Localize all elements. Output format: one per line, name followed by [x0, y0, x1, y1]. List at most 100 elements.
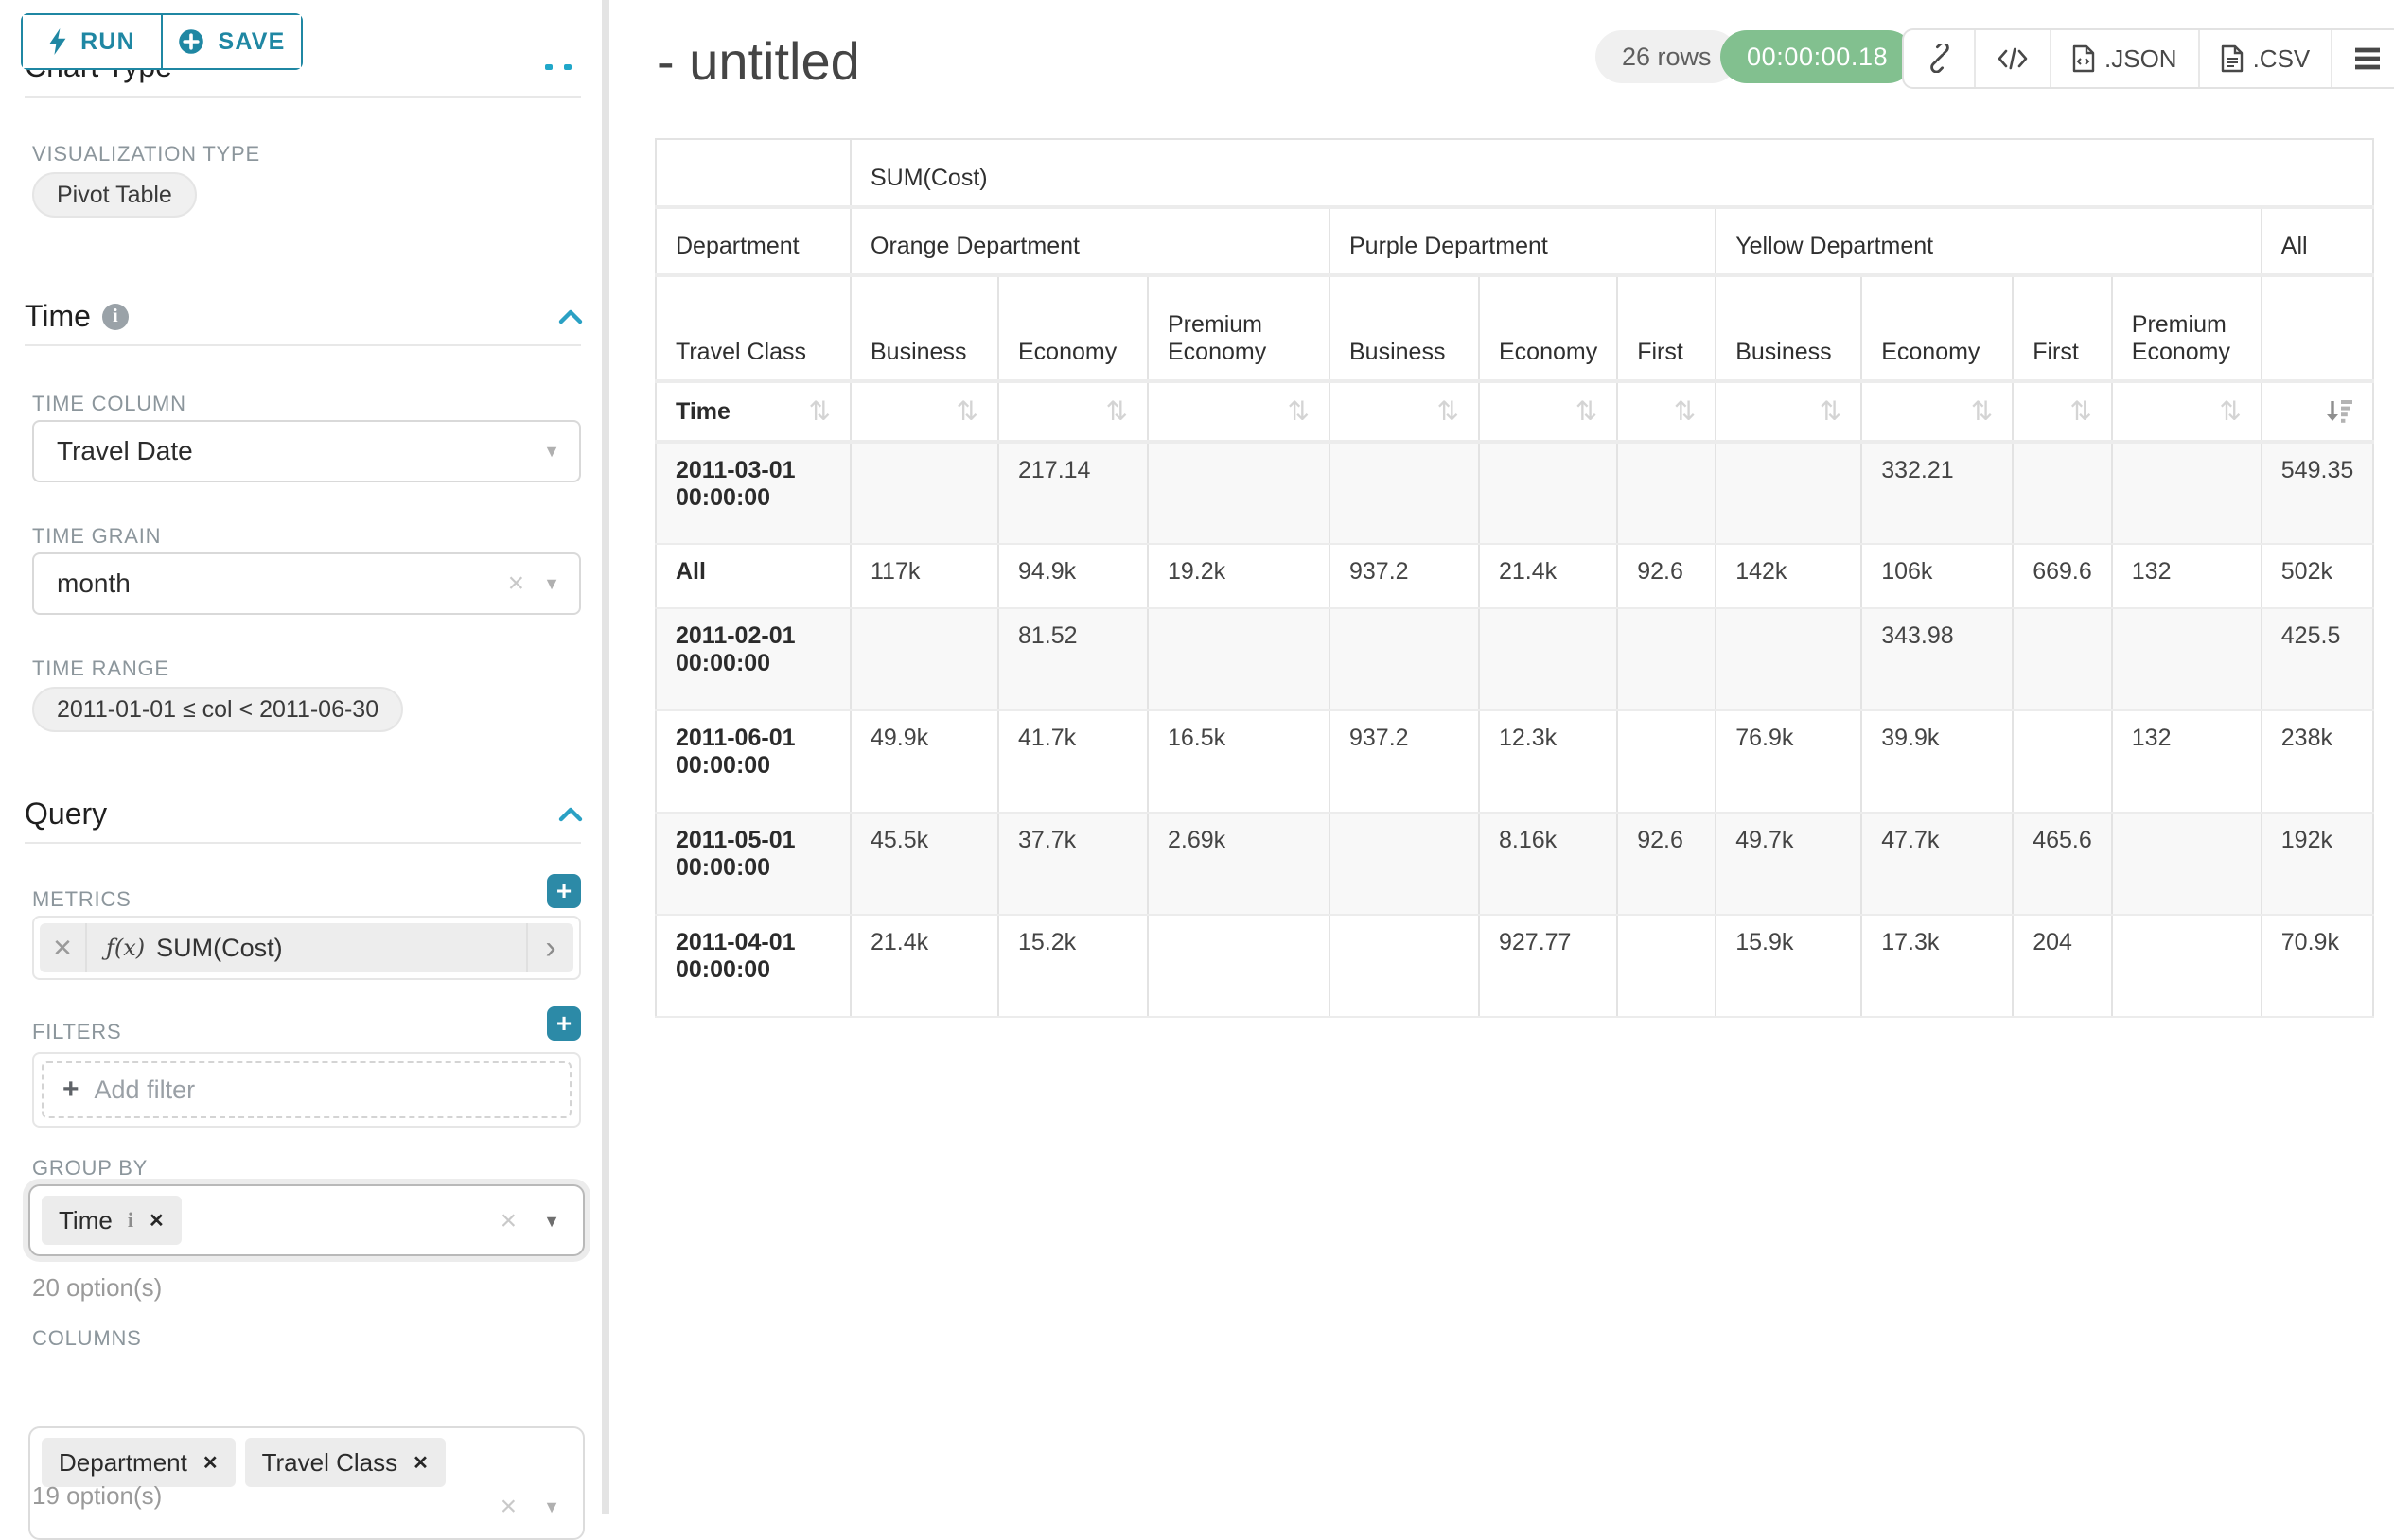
remove-chip-icon[interactable]: ✕ — [202, 1452, 219, 1474]
metric-item[interactable]: ✕ ƒ(x) SUM(Cost) › — [40, 923, 573, 972]
clear-icon[interactable]: × — [500, 1205, 518, 1236]
column-sort-header[interactable]: ⇅ — [1329, 379, 1480, 444]
copy-link-button[interactable] — [1904, 30, 1974, 87]
add-filter-plus-button[interactable]: + — [547, 1006, 581, 1041]
department-group-header: Purple Department — [1328, 205, 1717, 277]
value-cell: 343.98 — [1860, 608, 2015, 711]
panel-resize-gutter[interactable] — [602, 0, 609, 1514]
sort-descending-active-icon — [2327, 400, 2353, 423]
control-panel: RUN SAVE Chart Type VISUALIZATION TYPE P… — [0, 0, 602, 1540]
travel-class-header: Economy — [1477, 273, 1619, 383]
info-icon: i — [127, 1208, 133, 1232]
export-csv-label: .CSV — [2252, 44, 2311, 73]
time-column-label: TIME COLUMN — [32, 392, 186, 415]
value-cell: 132 — [2110, 710, 2262, 814]
columns-chip-label: Department — [59, 1447, 187, 1477]
value-cell: 92.6 — [1616, 544, 1717, 609]
time-sort-header[interactable]: Time ⇅ — [655, 379, 852, 444]
export-json-label: .JSON — [2104, 44, 2177, 73]
column-sort-header[interactable]: ⇅ — [1860, 379, 2015, 444]
column-sort-header[interactable]: ⇅ — [1715, 379, 1863, 444]
column-sort-header[interactable]: ⇅ — [1616, 379, 1717, 444]
remove-chip-icon[interactable]: ✕ — [148, 1210, 165, 1232]
add-filter-button[interactable]: + Add filter — [42, 1061, 572, 1118]
row-header-cell: 2011-05-01 00:00:00 — [655, 813, 852, 916]
column-sort-header-active[interactable] — [2260, 379, 2375, 444]
visualization-type-pill[interactable]: Pivot Table — [32, 172, 197, 218]
embed-code-button[interactable] — [1974, 30, 2050, 87]
column-sort-header[interactable]: ⇅ — [2110, 379, 2262, 444]
value-cell: 94.9k — [997, 544, 1149, 609]
value-cell: 70.9k — [2260, 915, 2375, 1018]
time-section-header[interactable]: Time i — [25, 299, 129, 334]
more-menu-button[interactable] — [2331, 30, 2394, 87]
clear-icon[interactable]: × — [500, 1491, 518, 1522]
visualization-type-label: VISUALIZATION TYPE — [32, 142, 260, 166]
table-row: 2011-05-01 00:00:00 45.5k 37.7k 2.69k 8.16k 9… — [655, 813, 2375, 916]
panel-drag-handle-dot[interactable] — [545, 64, 553, 70]
value-cell: 106k — [1860, 544, 2015, 609]
chart-title[interactable]: - untitled — [657, 31, 860, 91]
value-cell: 76.9k — [1715, 710, 1863, 814]
column-sort-header[interactable]: ⇅ — [997, 379, 1149, 444]
group-by-select[interactable]: Time i ✕ × ▼ — [28, 1184, 585, 1256]
column-sort-header[interactable]: ⇅ — [1147, 379, 1330, 444]
value-cell — [1329, 915, 1480, 1018]
column-sort-header[interactable]: ⇅ — [1477, 379, 1619, 444]
file-code-icon — [2072, 44, 2095, 73]
row-count-badge: 26 rows — [1595, 30, 1738, 83]
add-filter-label: Add filter — [94, 1075, 196, 1104]
column-sort-header[interactable]: ⇅ — [850, 379, 999, 444]
filters-box: + Add filter — [32, 1052, 581, 1128]
sort-icon: ⇅ — [1819, 395, 1842, 427]
group-by-chip[interactable]: Time i ✕ — [42, 1196, 182, 1245]
value-cell: 15.2k — [997, 915, 1149, 1018]
export-csv-button[interactable]: .CSV — [2197, 30, 2332, 87]
chevron-up-icon[interactable] — [558, 806, 583, 823]
export-json-button[interactable]: .JSON — [2050, 30, 2198, 87]
value-cell — [1329, 442, 1480, 545]
save-button[interactable]: SAVE — [161, 15, 301, 68]
run-button[interactable]: RUN — [23, 15, 161, 68]
columns-chip[interactable]: Department ✕ — [42, 1438, 236, 1487]
row-header-cell: All — [655, 544, 852, 609]
travel-class-header — [2260, 273, 2375, 383]
save-button-label: SAVE — [218, 27, 286, 55]
chevron-right-icon[interactable]: › — [526, 923, 573, 972]
time-range-pill[interactable]: 2011-01-01 ≤ col < 2011-06-30 — [32, 687, 404, 732]
value-cell — [1477, 442, 1619, 545]
export-toolbar: .JSON .CSV — [1902, 28, 2394, 89]
time-grain-select[interactable]: month × ▼ — [32, 552, 581, 615]
sort-icon: ⇅ — [1105, 395, 1128, 427]
row-header-cell: 2011-03-01 00:00:00 — [655, 442, 852, 545]
clear-icon[interactable]: × — [507, 568, 525, 599]
value-cell: 17.3k — [1860, 915, 2015, 1018]
panel-drag-handle-dot[interactable] — [564, 64, 572, 70]
sort-icon: ⇅ — [2069, 395, 2092, 427]
value-cell: 45.5k — [850, 813, 999, 916]
columns-chip[interactable]: Travel Class ✕ — [244, 1438, 446, 1487]
travel-class-header: Premium Economy — [1147, 273, 1330, 383]
circle-plus-icon — [179, 29, 204, 54]
value-cell: 132 — [2110, 544, 2262, 609]
time-grain-value: month — [57, 569, 131, 598]
chevron-up-icon[interactable] — [558, 308, 583, 325]
sort-icon: ⇅ — [1287, 395, 1310, 427]
value-cell: 192k — [2260, 813, 2375, 916]
metrics-box: ✕ ƒ(x) SUM(Cost) › — [32, 916, 581, 980]
remove-chip-icon[interactable]: ✕ — [413, 1452, 429, 1474]
value-cell: 937.2 — [1329, 710, 1480, 814]
sort-icon: ⇅ — [808, 395, 831, 427]
value-cell — [2012, 710, 2113, 814]
remove-metric-icon[interactable]: ✕ — [40, 923, 87, 972]
value-cell — [850, 608, 999, 711]
time-column-select[interactable]: Travel Date ▼ — [32, 420, 581, 482]
query-section-header[interactable]: Query — [25, 796, 107, 831]
plus-icon: + — [62, 1074, 79, 1105]
column-sort-header[interactable]: ⇅ — [2012, 379, 2113, 444]
value-cell — [2110, 915, 2262, 1018]
link-icon — [1930, 44, 1949, 73]
add-metric-button[interactable]: + — [547, 874, 581, 908]
value-cell: 2.69k — [1147, 813, 1330, 916]
value-cell: 549.35 — [2260, 442, 2375, 545]
